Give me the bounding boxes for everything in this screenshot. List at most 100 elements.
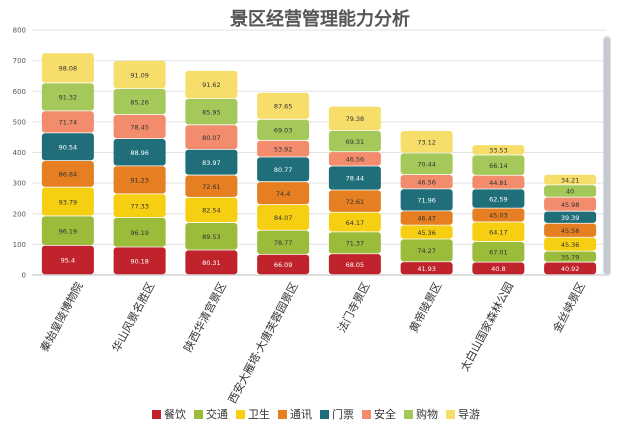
y-tick-label: 700 — [13, 57, 26, 65]
bar-segment — [472, 145, 525, 155]
bar-segment — [544, 185, 597, 197]
bar-segment — [544, 237, 597, 251]
legend-swatch — [446, 410, 455, 419]
data-label: 87.65 — [274, 103, 293, 111]
bar-segment — [113, 139, 166, 166]
legend-label: 导游 — [458, 408, 480, 421]
legend-item[interactable]: 购物 — [404, 407, 438, 421]
data-label: 84.07 — [274, 214, 293, 222]
legend-item[interactable]: 安全 — [362, 407, 396, 421]
data-label: 74.4 — [276, 190, 290, 198]
bar-segment — [472, 241, 525, 262]
scrollbar[interactable] — [603, 36, 611, 276]
bar-segment — [257, 140, 310, 157]
x-tick-label: 西安大雁塔·大唐芙蓉园景区 — [225, 280, 301, 406]
bar-segment — [400, 174, 453, 189]
data-label: 41.93 — [417, 265, 436, 273]
legend-item[interactable]: 通讯 — [278, 408, 312, 421]
bar-segment — [41, 245, 94, 275]
data-label: 90.18 — [130, 257, 149, 265]
bar-segment — [185, 98, 238, 125]
legend-label: 餐饮 — [164, 407, 186, 421]
legend: 餐饮 交通 卫生 通讯 门票 安全 购物 导游 — [152, 407, 480, 421]
y-tick-label: 800 — [13, 27, 26, 35]
data-label: 86.84 — [59, 171, 78, 179]
y-axis: 0 100 200 300 400 500 600 700 800 — [13, 27, 606, 280]
data-label: 96.19 — [59, 227, 78, 235]
bar-segment — [41, 161, 94, 187]
data-label: 96.19 — [130, 229, 149, 237]
bar-segment — [41, 133, 94, 161]
data-label: 85.95 — [202, 108, 221, 116]
bars: 95.4 96.19 93.79 86.84 90.54 71.74 91.32 98.08 9… — [41, 53, 597, 275]
data-label: 45.98 — [561, 201, 580, 209]
bar-segment — [185, 175, 238, 197]
legend-item[interactable]: 交通 — [194, 407, 228, 421]
bar-segment — [400, 153, 453, 175]
data-label: 46.56 — [346, 156, 365, 164]
bar-segment — [472, 222, 525, 242]
legend-label: 安全 — [374, 407, 396, 421]
bar-segment — [544, 211, 597, 223]
bar-segment — [400, 239, 453, 262]
bar-segment — [544, 174, 597, 185]
scrollbar-thumb[interactable] — [604, 38, 610, 274]
bar-segment — [41, 187, 94, 216]
data-label: 44.81 — [489, 179, 508, 187]
data-label: 45.03 — [489, 212, 508, 220]
bar-segment — [328, 254, 381, 275]
x-tick-label: 秦始皇陵博物院 — [37, 280, 86, 355]
x-tick-label: 金丝峡景区 — [550, 280, 588, 335]
data-label: 88.96 — [130, 149, 149, 157]
bar-segment — [544, 197, 597, 211]
bar-segment — [472, 175, 525, 189]
data-label: 45.58 — [561, 227, 580, 235]
data-label: 95.4 — [61, 257, 75, 265]
bar-segment — [185, 149, 238, 175]
legend-swatch — [152, 410, 161, 419]
data-label: 80.07 — [202, 134, 221, 142]
bar-segment — [185, 70, 238, 99]
legend-item[interactable]: 卫生 — [236, 407, 270, 421]
data-label: 79.38 — [346, 115, 365, 123]
bar-segment — [113, 217, 166, 247]
data-label: 73.12 — [417, 139, 436, 147]
bar-segment — [400, 225, 453, 239]
data-label: 71.96 — [417, 197, 436, 205]
data-label: 46.56 — [417, 178, 436, 186]
data-label: 90.54 — [59, 143, 78, 151]
legend-item[interactable]: 门票 — [320, 407, 354, 421]
y-tick-label: 100 — [13, 241, 26, 249]
bar-segment — [257, 204, 310, 230]
legend-swatch — [404, 410, 413, 419]
y-tick-label: 600 — [13, 88, 26, 96]
x-tick-label: 黄帝陵景区 — [406, 280, 444, 335]
data-label: 46.47 — [417, 215, 436, 223]
data-label: 64.17 — [346, 219, 365, 227]
bar-segment — [113, 247, 166, 275]
data-label: 66.14 — [489, 162, 508, 170]
legend-label: 门票 — [332, 407, 354, 421]
data-label: 91.32 — [59, 94, 78, 102]
legend-swatch — [236, 410, 245, 419]
bar-segment — [257, 230, 310, 254]
legend-item[interactable]: 导游 — [446, 408, 480, 421]
legend-swatch — [362, 410, 371, 419]
legend-item[interactable]: 餐饮 — [152, 407, 186, 421]
bar-segment — [113, 115, 166, 139]
data-label: 71.37 — [346, 240, 365, 248]
data-label: 62.59 — [489, 195, 508, 203]
bar-segment — [328, 130, 381, 152]
bar-segment — [400, 211, 453, 225]
data-label: 78.44 — [346, 175, 365, 183]
bar-segment — [472, 262, 525, 275]
y-tick-label: 300 — [13, 180, 26, 188]
data-label: 69.03 — [274, 127, 293, 135]
bar-segment — [113, 61, 166, 89]
bar-segment — [257, 157, 310, 182]
legend-label: 通讯 — [290, 408, 312, 421]
y-tick-label: 400 — [13, 149, 26, 157]
legend-label: 卫生 — [248, 407, 270, 421]
data-label: 34.21 — [561, 176, 580, 184]
